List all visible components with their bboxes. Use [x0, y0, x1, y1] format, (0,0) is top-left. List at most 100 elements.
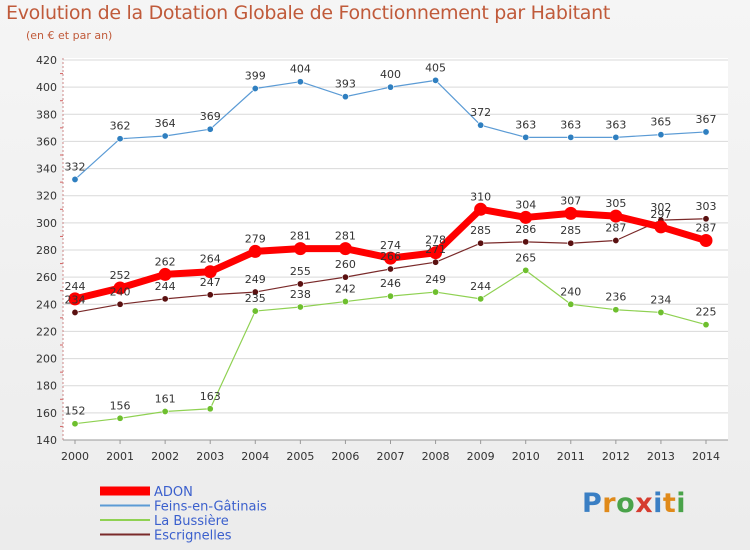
- data-label: 372: [470, 106, 491, 119]
- x-tick-label: 2002: [151, 450, 179, 463]
- data-label: 244: [65, 280, 86, 293]
- data-label: 244: [470, 280, 491, 293]
- data-label: 405: [425, 61, 446, 74]
- data-label: 271: [425, 243, 446, 256]
- data-label: 363: [560, 118, 581, 131]
- data-point: [474, 202, 488, 216]
- data-point: [341, 93, 349, 101]
- data-point: [206, 291, 214, 299]
- logo-letter: t: [662, 488, 677, 519]
- data-point: [206, 405, 214, 413]
- y-tick-label: 200: [36, 353, 57, 366]
- data-label: 252: [110, 269, 131, 282]
- data-label: 363: [605, 118, 626, 131]
- data-label: 234: [650, 293, 671, 306]
- data-point: [702, 128, 710, 136]
- x-tick-label: 2004: [241, 450, 269, 463]
- data-label: 249: [425, 273, 446, 286]
- data-point: [567, 133, 575, 141]
- x-tick-label: 2010: [512, 450, 540, 463]
- data-point: [567, 300, 575, 308]
- data-point: [564, 206, 578, 220]
- data-label: 246: [380, 277, 401, 290]
- data-point: [386, 265, 394, 273]
- data-point: [657, 131, 665, 139]
- y-tick-label: 400: [36, 81, 57, 94]
- data-label: 152: [65, 405, 86, 418]
- data-label: 287: [605, 222, 626, 235]
- logo-letter: x: [635, 488, 654, 519]
- data-label: 234: [65, 293, 86, 306]
- y-tick-label: 360: [36, 135, 57, 148]
- proxiti-logo: Proxiti: [582, 488, 686, 519]
- data-label: 365: [650, 116, 671, 129]
- chart-subtitle: (en € et par an): [26, 29, 113, 42]
- logo-letter: i: [676, 488, 687, 519]
- y-tick-label: 140: [36, 434, 57, 447]
- data-point: [522, 133, 530, 141]
- data-label: 264: [200, 253, 221, 266]
- y-tick-label: 420: [36, 54, 57, 67]
- x-tick-label: 2000: [61, 450, 89, 463]
- data-point: [251, 307, 259, 315]
- data-label: 404: [290, 63, 311, 76]
- data-label: 255: [290, 265, 311, 278]
- data-point: [702, 321, 710, 329]
- data-label: 260: [335, 258, 356, 271]
- data-point: [158, 267, 172, 281]
- data-point: [522, 238, 530, 246]
- legend-label: Feins-en-Gâtinais: [154, 500, 267, 515]
- y-tick-label: 340: [36, 163, 57, 176]
- data-point: [429, 246, 443, 260]
- data-label: 238: [290, 288, 311, 301]
- data-label: 247: [200, 276, 221, 289]
- data-point: [386, 83, 394, 91]
- logo-letter: r: [602, 488, 617, 519]
- data-point: [161, 407, 169, 415]
- data-label: 332: [65, 160, 86, 173]
- data-label: 225: [696, 306, 717, 319]
- x-tick-label: 2008: [422, 450, 450, 463]
- data-label: 278: [425, 234, 446, 247]
- x-tick-label: 2005: [286, 450, 314, 463]
- data-label: 369: [200, 110, 221, 123]
- data-point: [113, 281, 127, 295]
- chart-title: Evolution de la Dotation Globale de Fonc…: [6, 2, 611, 24]
- data-label: 304: [515, 198, 536, 211]
- y-tick-label: 220: [36, 325, 57, 338]
- x-tick-label: 2014: [692, 450, 720, 463]
- data-point: [477, 239, 485, 247]
- x-tick-label: 2011: [557, 450, 585, 463]
- data-label: 363: [515, 118, 536, 131]
- x-tick-label: 2013: [647, 450, 675, 463]
- data-label: 286: [515, 223, 536, 236]
- data-label: 305: [605, 197, 626, 210]
- data-label: 287: [696, 222, 717, 235]
- data-label: 281: [290, 230, 311, 243]
- data-label: 297: [650, 208, 671, 221]
- data-label: 307: [560, 194, 581, 207]
- y-tick-label: 160: [36, 407, 57, 420]
- data-point: [296, 78, 304, 86]
- logo-letter: P: [582, 488, 603, 519]
- data-label: 244: [155, 280, 176, 293]
- data-label: 285: [560, 224, 581, 237]
- data-point: [657, 308, 665, 316]
- data-point: [432, 258, 440, 266]
- x-tick-label: 2009: [467, 450, 495, 463]
- data-point: [477, 121, 485, 129]
- legend-label: Escrignelles: [154, 529, 232, 544]
- data-point: [293, 242, 307, 256]
- x-tick-label: 2006: [331, 450, 359, 463]
- data-point: [251, 85, 259, 93]
- data-label: 302: [650, 201, 671, 214]
- logo-letter: o: [616, 488, 636, 519]
- data-point: [71, 420, 79, 428]
- data-label: 240: [110, 285, 131, 298]
- x-tick-label: 2007: [377, 450, 405, 463]
- data-point: [702, 215, 710, 223]
- y-tick-label: 260: [36, 271, 57, 284]
- logo-letter: i: [653, 488, 663, 519]
- data-point: [71, 175, 79, 183]
- data-label: 310: [470, 190, 491, 203]
